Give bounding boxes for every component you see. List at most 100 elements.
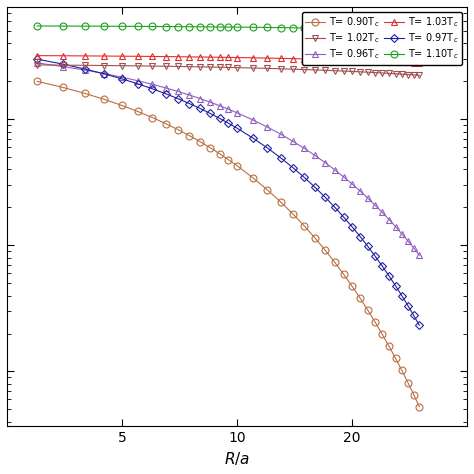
T= 1.10T$_c$: [207, 24, 213, 30]
Line: T= 0.96T$_c$: T= 0.96T$_c$: [34, 59, 423, 259]
T= 1.10T$_c$: [399, 27, 405, 33]
T= 1.02T$_c$: [322, 67, 328, 73]
T= 0.97T$_c$: [341, 214, 346, 220]
T= 1.03T$_c$: [332, 57, 337, 63]
T= 0.96T$_c$: [373, 202, 378, 208]
T= 0.96T$_c$: [234, 110, 240, 116]
T= 1.02T$_c$: [332, 68, 337, 73]
Legend: T= 0.90T$_c$, T= 1.02T$_c$, T= 0.96T$_c$, T= 1.03T$_c$, T= 0.97T$_c$, T= 1.10T$_: T= 0.90T$_c$, T= 1.02T$_c$, T= 0.96T$_c$…: [301, 12, 462, 65]
T= 1.10T$_c$: [175, 24, 181, 29]
T= 1.02T$_c$: [186, 64, 192, 70]
T= 0.96T$_c$: [264, 124, 270, 130]
T= 1.10T$_c$: [349, 26, 355, 32]
T= 1.10T$_c$: [373, 27, 378, 32]
T= 0.97T$_c$: [290, 165, 296, 171]
T= 0.90T$_c$: [119, 102, 125, 108]
T= 0.90T$_c$: [373, 319, 378, 325]
T= 0.90T$_c$: [34, 79, 40, 84]
T= 1.03T$_c$: [341, 57, 346, 63]
T= 0.96T$_c$: [82, 67, 88, 73]
Line: T= 0.97T$_c$: T= 0.97T$_c$: [35, 56, 422, 328]
T= 1.03T$_c$: [301, 56, 307, 62]
T= 1.03T$_c$: [82, 53, 88, 59]
T= 0.97T$_c$: [417, 322, 422, 328]
T= 1.02T$_c$: [197, 64, 203, 70]
T= 1.02T$_c$: [217, 64, 222, 70]
T= 0.96T$_c$: [175, 89, 181, 94]
T= 1.03T$_c$: [234, 55, 240, 60]
T= 1.02T$_c$: [357, 69, 363, 75]
T= 0.96T$_c$: [101, 71, 107, 76]
T= 0.97T$_c$: [250, 135, 255, 141]
T= 0.96T$_c$: [341, 174, 346, 180]
T= 1.02T$_c$: [207, 64, 213, 70]
T= 0.90T$_c$: [101, 97, 107, 102]
T= 1.03T$_c$: [163, 54, 168, 59]
T= 0.97T$_c$: [186, 100, 192, 106]
T= 0.97T$_c$: [405, 303, 410, 309]
T= 1.03T$_c$: [393, 59, 399, 65]
T= 1.10T$_c$: [217, 24, 222, 30]
T= 1.03T$_c$: [226, 55, 231, 60]
T= 0.90T$_c$: [175, 127, 181, 132]
T= 0.97T$_c$: [357, 234, 363, 239]
T= 1.02T$_c$: [341, 68, 346, 74]
T= 1.10T$_c$: [341, 26, 346, 31]
T= 0.97T$_c$: [349, 224, 355, 229]
Line: T= 1.10T$_c$: T= 1.10T$_c$: [34, 22, 423, 34]
T= 0.90T$_c$: [278, 199, 283, 205]
T= 1.10T$_c$: [386, 27, 392, 32]
T= 1.02T$_c$: [411, 72, 417, 78]
T= 0.97T$_c$: [365, 244, 371, 249]
T= 1.10T$_c$: [163, 24, 168, 29]
T= 0.96T$_c$: [322, 160, 328, 165]
Line: T= 0.90T$_c$: T= 0.90T$_c$: [34, 78, 423, 410]
T= 1.10T$_c$: [380, 27, 385, 32]
T= 1.03T$_c$: [405, 60, 410, 65]
T= 1.03T$_c$: [101, 53, 107, 59]
T= 0.97T$_c$: [163, 91, 168, 97]
T= 1.02T$_c$: [234, 65, 240, 71]
T= 1.10T$_c$: [332, 26, 337, 31]
T= 0.96T$_c$: [417, 252, 422, 258]
T= 0.90T$_c$: [386, 344, 392, 349]
T= 0.97T$_c$: [312, 184, 318, 190]
T= 1.02T$_c$: [312, 67, 318, 73]
T= 0.90T$_c$: [207, 145, 213, 150]
T= 0.96T$_c$: [312, 153, 318, 158]
T= 0.96T$_c$: [149, 82, 155, 87]
T= 0.96T$_c$: [386, 217, 392, 222]
T= 0.90T$_c$: [197, 139, 203, 145]
T= 1.03T$_c$: [399, 59, 405, 65]
T= 0.96T$_c$: [135, 78, 141, 83]
T= 0.90T$_c$: [399, 368, 405, 374]
T= 1.02T$_c$: [417, 73, 422, 78]
T= 0.96T$_c$: [278, 131, 283, 137]
T= 0.97T$_c$: [380, 263, 385, 269]
T= 1.03T$_c$: [349, 57, 355, 63]
T= 0.90T$_c$: [365, 308, 371, 313]
T= 0.90T$_c$: [217, 151, 222, 156]
T= 1.03T$_c$: [135, 54, 141, 59]
T= 1.02T$_c$: [163, 64, 168, 69]
T= 0.96T$_c$: [207, 99, 213, 105]
T= 0.97T$_c$: [149, 86, 155, 91]
T= 0.90T$_c$: [82, 91, 88, 96]
T= 1.02T$_c$: [365, 69, 371, 75]
T= 0.97T$_c$: [278, 155, 283, 161]
T= 0.97T$_c$: [322, 194, 328, 200]
T= 1.03T$_c$: [197, 54, 203, 60]
T= 0.96T$_c$: [365, 195, 371, 201]
T= 1.03T$_c$: [217, 55, 222, 60]
T= 1.03T$_c$: [417, 60, 422, 66]
T= 1.02T$_c$: [373, 70, 378, 75]
T= 0.90T$_c$: [393, 356, 399, 361]
T= 0.97T$_c$: [386, 273, 392, 279]
T= 1.10T$_c$: [119, 23, 125, 29]
T= 0.90T$_c$: [186, 133, 192, 138]
T= 1.10T$_c$: [312, 25, 318, 31]
T= 0.90T$_c$: [357, 295, 363, 301]
T= 1.02T$_c$: [301, 67, 307, 73]
T= 1.10T$_c$: [60, 23, 65, 29]
T= 0.97T$_c$: [373, 254, 378, 259]
